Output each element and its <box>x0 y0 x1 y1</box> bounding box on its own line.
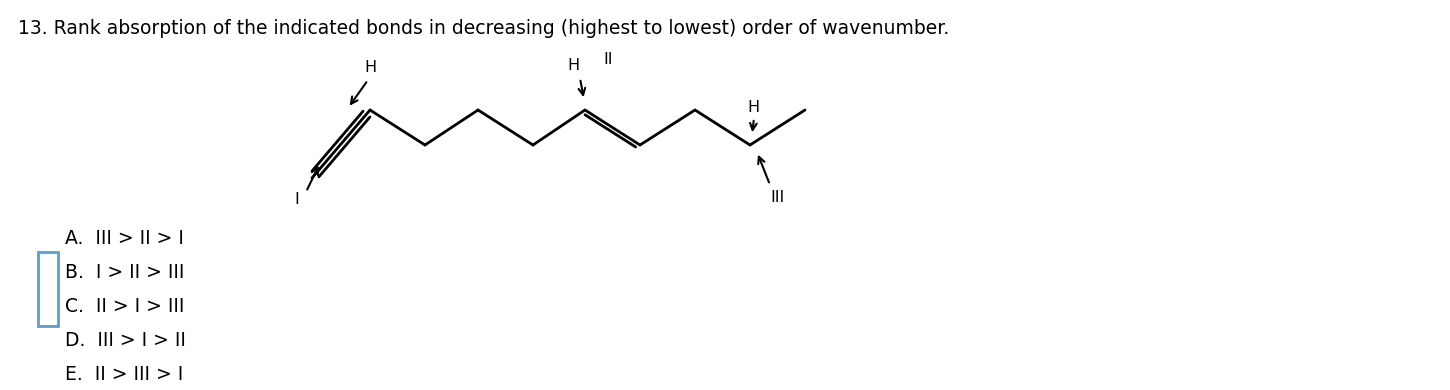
Text: C.  II > I > III: C. II > I > III <box>65 296 184 316</box>
Text: H: H <box>364 60 376 76</box>
Text: II: II <box>603 53 613 67</box>
Text: B.  I > II > III: B. I > II > III <box>65 262 184 282</box>
Text: I: I <box>294 193 299 207</box>
Bar <box>38 252 58 326</box>
Text: 13. Rank absorption of the indicated bonds in decreasing (highest to lowest) ord: 13. Rank absorption of the indicated bon… <box>17 18 950 37</box>
Text: D.  III > I > II: D. III > I > II <box>65 330 186 349</box>
Text: A.  III > II > I: A. III > II > I <box>65 229 184 248</box>
Text: III: III <box>771 190 784 206</box>
Text: H: H <box>747 101 758 115</box>
Text: H: H <box>567 57 579 73</box>
Text: E.  II > III > I: E. II > III > I <box>65 365 183 383</box>
